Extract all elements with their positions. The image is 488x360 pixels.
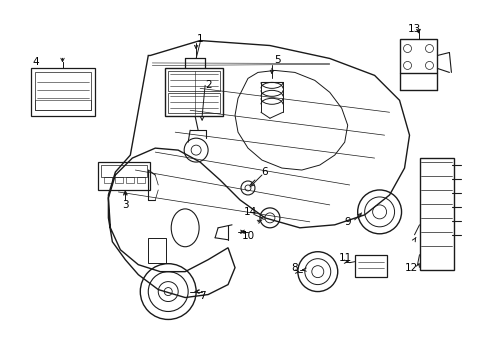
Text: 10: 10 bbox=[241, 231, 254, 241]
Bar bbox=[104, 177, 112, 183]
Bar bbox=[101, 165, 147, 177]
Bar bbox=[168, 71, 220, 91]
Bar bbox=[165, 68, 223, 116]
Bar bbox=[137, 177, 145, 183]
Text: 7: 7 bbox=[199, 291, 205, 301]
Text: 13: 13 bbox=[407, 24, 420, 33]
Bar bbox=[115, 177, 123, 183]
Bar bbox=[35, 100, 91, 110]
Text: 3: 3 bbox=[122, 200, 128, 210]
Bar bbox=[399, 39, 437, 73]
Text: 11: 11 bbox=[338, 253, 352, 263]
Bar bbox=[354, 255, 386, 276]
Bar bbox=[98, 162, 150, 190]
Text: 8: 8 bbox=[291, 263, 298, 273]
Bar bbox=[419, 158, 453, 270]
Text: 2: 2 bbox=[204, 80, 211, 90]
Text: 4: 4 bbox=[32, 58, 39, 67]
Bar bbox=[31, 68, 95, 116]
Bar bbox=[126, 177, 134, 183]
Bar bbox=[168, 93, 220, 113]
Bar bbox=[35, 72, 91, 110]
Text: 6: 6 bbox=[261, 167, 268, 177]
Text: 1: 1 bbox=[196, 33, 203, 44]
Text: 9: 9 bbox=[344, 217, 350, 227]
Text: 5: 5 bbox=[274, 55, 281, 66]
Text: 12: 12 bbox=[404, 263, 417, 273]
Bar bbox=[148, 238, 166, 263]
Text: 14: 14 bbox=[243, 207, 256, 217]
